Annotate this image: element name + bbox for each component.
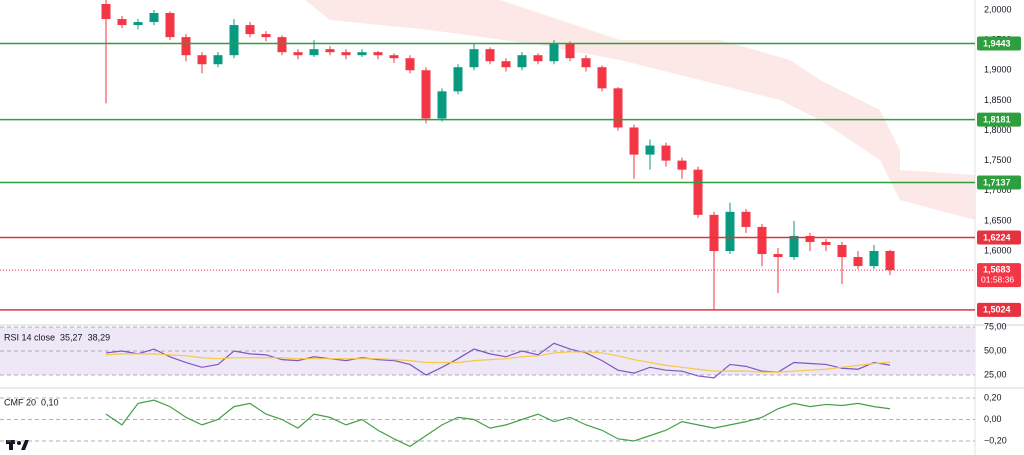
y-tick-label: 1,9000 (984, 65, 1012, 75)
candle-body (277, 37, 287, 53)
ichimoku-cloud (305, 0, 975, 220)
y-tick-label: 1,7000 (984, 185, 1012, 195)
candle-body (565, 43, 575, 59)
candle-body (693, 169, 703, 215)
indicator-value: 38,29 (88, 333, 111, 343)
level-label: 1,5024 (983, 305, 1011, 315)
last-price-box (977, 263, 1021, 288)
candle-body (293, 52, 303, 56)
level-label-box (977, 302, 1021, 317)
y-tick-label: 1,8500 (984, 95, 1012, 105)
candle-body (597, 67, 607, 89)
candle-body (853, 257, 863, 267)
level-label-box (977, 36, 1021, 51)
candle-body (885, 251, 895, 271)
candle-body (821, 241, 831, 245)
y-tick-label: −0,20 (984, 435, 1007, 445)
y-tick-label: 0,20 (984, 392, 1002, 402)
candle-body (101, 3, 111, 20)
candle-body (645, 145, 655, 155)
candle-body (405, 58, 415, 71)
candle-body (165, 13, 175, 38)
candle-body (629, 127, 639, 155)
candle-body (789, 235, 799, 258)
level-label: 1,7137 (983, 177, 1011, 187)
candle-body (357, 52, 367, 56)
candle-body (709, 214, 719, 252)
candle-body (325, 49, 335, 53)
y-tick-label: 1,6000 (984, 245, 1012, 255)
candle-body (549, 43, 559, 62)
indicator-line (105, 351, 891, 373)
candle-body (389, 55, 399, 59)
candle-body (133, 22, 143, 26)
indicator-title: RSI 14 close (4, 333, 55, 343)
candle-body (245, 25, 255, 35)
candle-body (341, 52, 351, 56)
y-tick-label: 75,00 (984, 321, 1007, 331)
y-tick-label: 2,0000 (984, 4, 1012, 14)
indicator-value: 0,10 (41, 398, 59, 408)
candle-body (869, 251, 879, 267)
candle-body (469, 49, 479, 68)
candle-body (421, 70, 431, 119)
candle-body (613, 88, 623, 128)
candle-body (805, 235, 815, 242)
y-tick-label: 50,00 (984, 345, 1007, 355)
countdown: 01:58:36 (981, 274, 1014, 284)
level-label: 1,9443 (983, 38, 1011, 48)
level-label-box (977, 230, 1021, 245)
candle-body (533, 55, 543, 62)
candle-body (149, 13, 159, 23)
indicator-title: CMF 20 (4, 398, 36, 408)
candle-body (661, 145, 671, 161)
indicator-line (105, 342, 891, 379)
level-label-box (977, 175, 1021, 190)
y-tick-label: 1,8000 (984, 125, 1012, 135)
candle-body (373, 52, 383, 56)
candle-body (741, 211, 751, 227)
candle-body (213, 55, 223, 65)
candle-body (229, 25, 239, 56)
candle-body (117, 19, 127, 26)
y-tick-label: 1,7500 (984, 155, 1012, 165)
indicator-line (105, 399, 891, 448)
candle-body (437, 91, 447, 119)
candle-body (837, 244, 847, 258)
candle-body (517, 55, 527, 68)
candle-body (581, 58, 591, 68)
candle-body (309, 49, 319, 56)
candle-body (485, 49, 495, 62)
candle-body (757, 226, 767, 255)
candle-body (773, 254, 783, 258)
candle-body (197, 55, 207, 65)
candle-body (677, 160, 687, 170)
last-price-label: 1,5683 (983, 264, 1011, 274)
candle-body (261, 34, 271, 38)
y-tick-label: 1,6500 (984, 215, 1012, 225)
candle-body (725, 211, 735, 252)
candle-body (181, 37, 191, 56)
y-tick-label: 25,00 (984, 369, 1007, 379)
level-label-box (977, 112, 1021, 127)
level-label: 1,6224 (983, 232, 1011, 242)
candle-body (453, 67, 463, 92)
indicator-value: 35,27 (60, 333, 83, 343)
y-tick-label: 0,00 (984, 414, 1002, 424)
candle-body (501, 61, 511, 68)
tradingview-logo (6, 440, 29, 450)
level-label: 1,8181 (983, 114, 1011, 124)
